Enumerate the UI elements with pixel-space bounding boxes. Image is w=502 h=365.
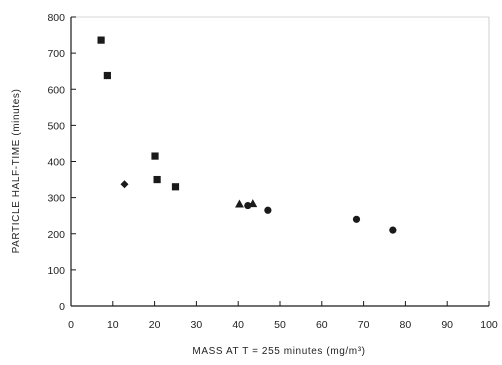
circle-point (352, 215, 361, 223)
x-axis: 0 10 20 30 40 50 60 70 80 90 100 (68, 301, 498, 331)
square-point (97, 36, 105, 44)
y-tick-label: 100 (47, 265, 65, 277)
data-points (97, 36, 397, 234)
x-tick-label: 30 (191, 319, 203, 331)
y-tick-label: 300 (47, 193, 65, 205)
y-tick-label: 800 (47, 12, 65, 24)
circle-point (264, 206, 272, 214)
circle-point (389, 226, 397, 234)
diamond-point (120, 180, 129, 189)
x-tick-label: 60 (316, 319, 328, 331)
plot-frame (70, 16, 490, 307)
x-tick-label: 100 (480, 319, 498, 331)
x-axis-title: MASS AT T = 255 minutes (mg/m³) (192, 346, 365, 357)
square-point (153, 175, 161, 184)
x-tick-label: 40 (232, 319, 244, 331)
x-tick-label: 80 (400, 319, 412, 331)
y-tick-label: 600 (47, 84, 65, 96)
square-point (171, 183, 180, 191)
y-axis-title: PARTICLE HALF-TIME (minutes) (11, 89, 22, 254)
x-tick-label: 90 (441, 319, 453, 331)
y-tick-label: 0 (59, 301, 65, 313)
square-point (151, 152, 159, 160)
y-tick-label: 500 (47, 120, 65, 132)
circle-point (244, 201, 252, 210)
y-axis: 0 100 200 300 400 500 600 700 800 (47, 12, 76, 313)
x-tick-label: 70 (358, 319, 370, 331)
x-tick-label: 0 (68, 319, 74, 331)
x-tick-label: 20 (149, 319, 161, 331)
x-tick-label: 50 (274, 319, 286, 331)
y-tick-label: 200 (47, 229, 65, 241)
triangle-point (235, 199, 244, 208)
y-tick-label: 400 (47, 157, 65, 169)
square-point (103, 71, 111, 80)
x-tick-label: 10 (107, 319, 119, 331)
y-tick-label: 700 (47, 48, 65, 60)
